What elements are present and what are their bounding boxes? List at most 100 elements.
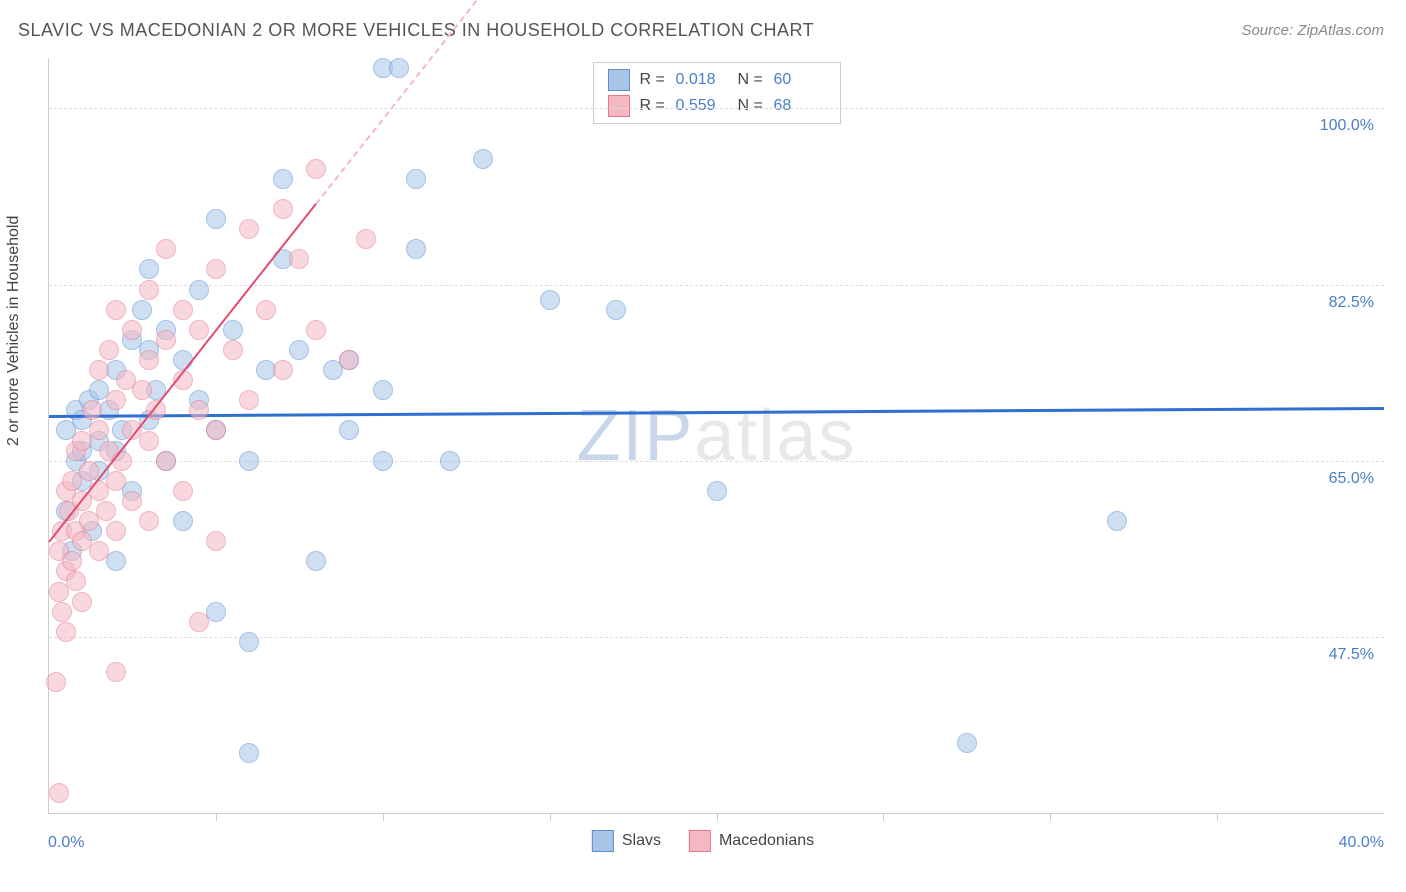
y-tick-label: 47.5% — [1329, 646, 1374, 664]
x-tick — [1217, 813, 1218, 821]
scatter-point — [173, 350, 193, 370]
scatter-point — [189, 400, 209, 420]
scatter-point — [156, 330, 176, 350]
scatter-point — [339, 350, 359, 370]
source-attribution: Source: ZipAtlas.com — [1241, 22, 1384, 39]
gridline-h — [49, 108, 1384, 109]
scatter-point — [106, 471, 126, 491]
scatter-point — [139, 350, 159, 370]
scatter-point — [89, 360, 109, 380]
scatter-point — [173, 300, 193, 320]
r-value-macedonians: 0.559 — [676, 97, 728, 115]
scatter-point — [206, 531, 226, 551]
n-label: N = — [738, 97, 764, 115]
scatter-point — [289, 340, 309, 360]
scatter-point — [132, 300, 152, 320]
n-value-slavs: 60 — [774, 71, 826, 89]
legend-row-macedonians: R = 0.559 N = 68 — [608, 93, 826, 119]
scatter-point — [156, 451, 176, 471]
scatter-point — [223, 340, 243, 360]
scatter-point — [273, 169, 293, 189]
chart-container: SLAVIC VS MACEDONIAN 2 OR MORE VEHICLES … — [0, 0, 1406, 892]
n-label: N = — [738, 71, 764, 89]
scatter-point — [173, 481, 193, 501]
scatter-point — [106, 390, 126, 410]
scatter-point — [52, 602, 72, 622]
scatter-point — [306, 551, 326, 571]
scatter-point — [106, 662, 126, 682]
scatter-point — [132, 380, 152, 400]
scatter-point — [106, 551, 126, 571]
scatter-point — [206, 209, 226, 229]
scatter-point — [89, 420, 109, 440]
scatter-point — [139, 259, 159, 279]
x-axis-min: 0.0% — [48, 834, 84, 852]
scatter-point — [189, 320, 209, 340]
scatter-point — [56, 622, 76, 642]
x-axis-max: 40.0% — [1339, 834, 1384, 852]
x-tick — [216, 813, 217, 821]
r-value-slavs: 0.018 — [676, 71, 728, 89]
plot-area: ZIPatlas R = 0.018 N = 60 R = 0.559 N = … — [48, 58, 1384, 814]
swatch-slavs-bottom — [592, 830, 614, 852]
scatter-point — [189, 612, 209, 632]
scatter-point — [306, 320, 326, 340]
scatter-point — [49, 783, 69, 803]
swatch-macedonians-bottom — [689, 830, 711, 852]
x-tick — [717, 813, 718, 821]
x-tick — [1050, 813, 1051, 821]
scatter-point — [273, 360, 293, 380]
scatter-point — [89, 541, 109, 561]
scatter-point — [306, 159, 326, 179]
scatter-point — [339, 420, 359, 440]
scatter-point — [473, 149, 493, 169]
scatter-point — [72, 592, 92, 612]
scatter-point — [66, 571, 86, 591]
scatter-point — [96, 501, 116, 521]
legend-item-macedonians: Macedonians — [689, 830, 814, 852]
correlation-legend: R = 0.018 N = 60 R = 0.559 N = 68 — [593, 62, 841, 124]
y-tick-label: 65.0% — [1329, 470, 1374, 488]
watermark-atlas: atlas — [694, 396, 856, 476]
watermark: ZIPatlas — [576, 395, 856, 477]
scatter-point — [239, 390, 259, 410]
scatter-point — [62, 551, 82, 571]
scatter-point — [206, 259, 226, 279]
x-tick — [383, 813, 384, 821]
x-tick — [883, 813, 884, 821]
scatter-point — [173, 511, 193, 531]
scatter-point — [273, 199, 293, 219]
scatter-point — [156, 239, 176, 259]
scatter-point — [82, 400, 102, 420]
legend-label-slavs: Slavs — [622, 832, 661, 850]
scatter-point — [79, 461, 99, 481]
scatter-point — [46, 672, 66, 692]
legend-label-macedonians: Macedonians — [719, 832, 814, 850]
chart-title: SLAVIC VS MACEDONIAN 2 OR MORE VEHICLES … — [18, 20, 814, 41]
scatter-point — [112, 451, 132, 471]
scatter-point — [256, 300, 276, 320]
y-tick-label: 100.0% — [1320, 117, 1374, 135]
r-label: R = — [640, 71, 666, 89]
legend-row-slavs: R = 0.018 N = 60 — [608, 67, 826, 93]
swatch-slavs — [608, 69, 630, 91]
scatter-point — [606, 300, 626, 320]
scatter-point — [389, 58, 409, 78]
series-legend: Slavs Macedonians — [592, 830, 814, 852]
scatter-point — [206, 420, 226, 440]
scatter-point — [223, 320, 243, 340]
y-axis-title: 2 or more Vehicles in Household — [5, 216, 23, 446]
scatter-point — [406, 169, 426, 189]
scatter-point — [1107, 511, 1127, 531]
scatter-point — [356, 229, 376, 249]
scatter-point — [540, 290, 560, 310]
scatter-point — [440, 451, 460, 471]
scatter-point — [406, 239, 426, 259]
scatter-point — [373, 380, 393, 400]
scatter-point — [99, 340, 119, 360]
scatter-point — [239, 451, 259, 471]
scatter-point — [139, 431, 159, 451]
scatter-point — [957, 733, 977, 753]
scatter-point — [106, 521, 126, 541]
scatter-point — [707, 481, 727, 501]
